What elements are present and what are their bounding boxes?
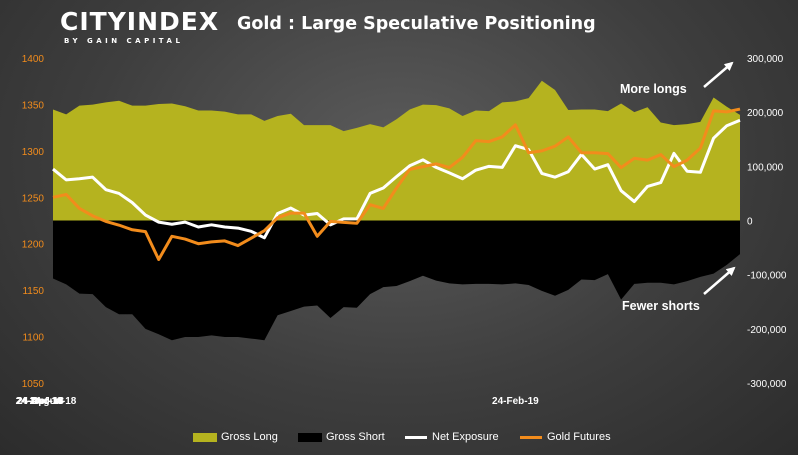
left-axis-tick-label: 1200 — [22, 240, 45, 251]
legend-label-net-exposure: Net Exposure — [432, 431, 499, 443]
annotation-more-longs: More longs — [620, 82, 687, 96]
left-axis-tick-label: 1100 — [22, 333, 44, 344]
left-axis-tick-label: 1300 — [22, 147, 45, 158]
logo-tagline: BY GAIN CAPITAL — [64, 37, 184, 45]
right-axis-tick-label: 200,000 — [747, 108, 784, 119]
x-axis-tick-label: 24-Jun-18 — [30, 396, 77, 407]
annotation-fewer-shorts: Fewer shorts — [622, 299, 700, 313]
legend-label-gross-short: Gross Short — [326, 431, 385, 443]
legend-swatch-gross-short — [298, 432, 322, 442]
legend-item-gold-futures: Gold Futures — [520, 431, 611, 443]
x-axis-tick-label: 24-Aug-18 — [16, 396, 65, 407]
left-axis-tick-label: 1350 — [22, 100, 45, 111]
series-area-gross-long — [53, 80, 740, 221]
legend-label-gold-futures: Gold Futures — [547, 431, 611, 443]
right-axis-tick-label: 100,000 — [747, 162, 784, 173]
logo-wordmark: CITYINDEX — [60, 7, 220, 36]
x-axis-tick-label: 24-Oct-18 — [17, 396, 63, 407]
right-axis-tick-label: -200,000 — [747, 325, 787, 336]
left-axis-tick-label: 1050 — [22, 379, 45, 390]
x-axis-tick-label: 24-Apr-19 — [17, 396, 64, 407]
annotation-arrow-up-short — [703, 266, 736, 295]
legend-swatch-gross-long — [193, 432, 217, 442]
right-axis-tick-label: 0 — [747, 217, 753, 228]
x-axis-tick-label: 24-Dec-18 — [16, 396, 64, 407]
series-area-gross-short — [53, 220, 740, 341]
right-axis-tick-label: 300,000 — [747, 54, 784, 65]
annotation-arrow-up — [703, 61, 734, 88]
legend-label-gross-long: Gross Long — [221, 431, 278, 443]
legend-item-net-exposure: Net Exposure — [405, 431, 499, 443]
left-axis-tick-label: 1150 — [22, 286, 44, 297]
right-axis-tick-label: -300,000 — [747, 379, 787, 390]
legend-swatch-net-exposure — [405, 435, 427, 439]
right-axis-tick-label: -100,000 — [747, 271, 787, 282]
chart-plot: 1050 1100 1150 1200 1250 1300 1350 1400 -300,00… — [16, 54, 787, 407]
series-line-gold-futures — [52, 107, 741, 261]
x-axis-tick-label: 24-Feb-19 — [492, 396, 539, 407]
left-axis-tick-label: 1400 — [22, 54, 45, 65]
legend-item-gross-short: Gross Short — [298, 431, 385, 443]
chart-title: Gold : Large Speculative Positioning — [237, 14, 596, 34]
logo: CITYINDEX BY GAIN CAPITAL — [60, 8, 219, 46]
left-axis-tick-label: 1250 — [22, 193, 45, 204]
legend-item-gross-long: Gross Long — [193, 431, 278, 443]
series-line-net-exposure — [52, 118, 741, 240]
legend-swatch-gold-futures — [520, 435, 542, 439]
